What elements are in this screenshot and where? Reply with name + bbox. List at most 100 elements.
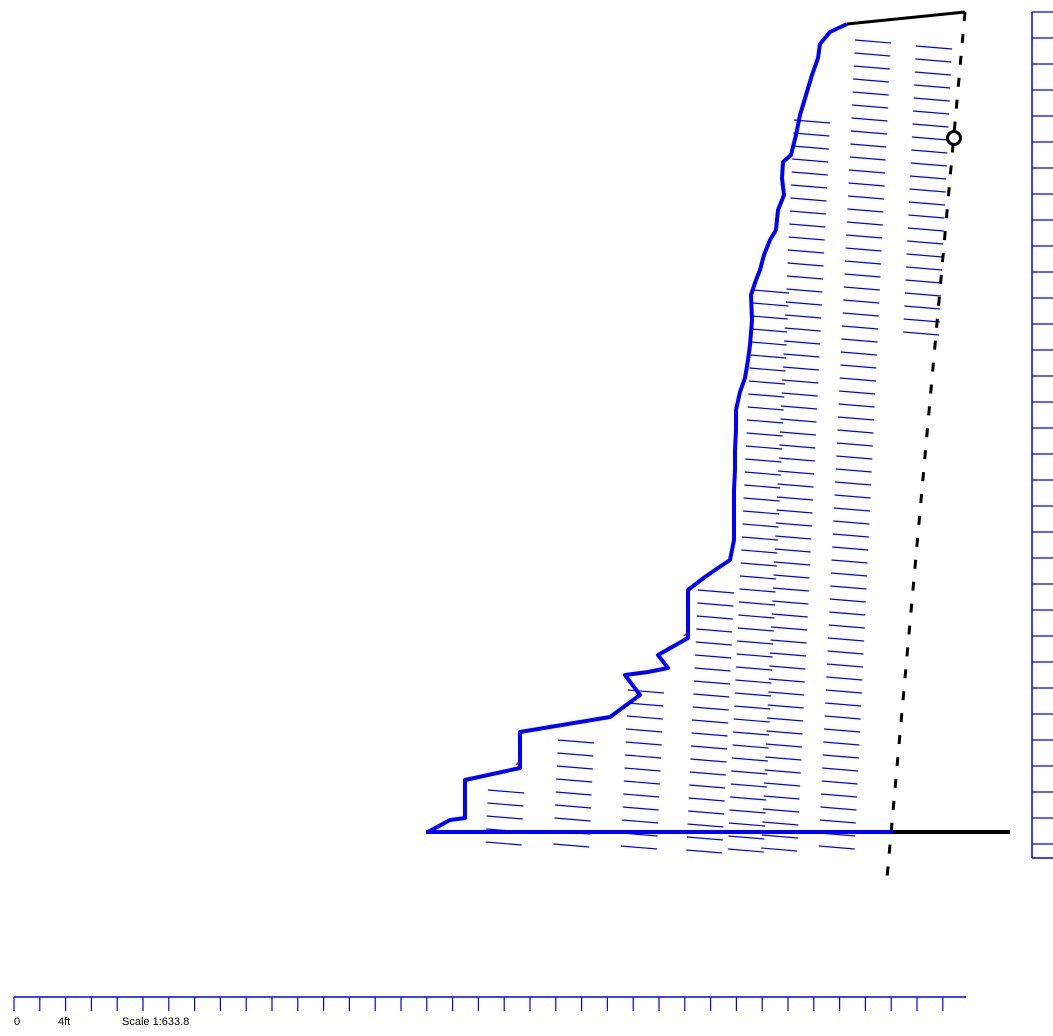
hatch-dash xyxy=(622,819,659,824)
hatch-dash xyxy=(692,706,729,711)
hatch-dash xyxy=(693,680,730,685)
hatch-dash xyxy=(624,767,661,772)
hatch-dash xyxy=(555,804,592,809)
hatch-dash xyxy=(730,783,767,788)
hatch-dash xyxy=(849,156,886,161)
hatch-dash xyxy=(829,598,866,603)
hatch-dash xyxy=(697,602,734,607)
hatch-dash xyxy=(821,780,858,785)
hatch-dash xyxy=(833,507,870,512)
hatch-dash xyxy=(772,600,809,605)
hatch-dash xyxy=(849,169,886,174)
hatch-dash xyxy=(915,58,952,63)
hatch-dash xyxy=(839,390,876,395)
hatch-dash xyxy=(835,481,872,486)
hatch-dash xyxy=(765,756,802,761)
hatch-dash xyxy=(787,262,824,267)
hatch-dash xyxy=(749,367,786,372)
hatch-dash xyxy=(764,769,801,774)
hatch-dash xyxy=(625,741,662,746)
hatch-dash xyxy=(847,195,885,200)
hatch-dash xyxy=(622,806,659,811)
hatch-dash xyxy=(748,393,785,398)
hatch-dash xyxy=(825,689,862,694)
hatch-dash xyxy=(772,587,809,592)
hatch-dash xyxy=(847,208,884,213)
hatch-dash xyxy=(821,793,858,798)
hatch-dash xyxy=(833,520,870,525)
hatch-dash xyxy=(690,758,727,763)
hatch-dash xyxy=(830,585,867,590)
hatch-dash xyxy=(905,279,942,284)
hatch-dash xyxy=(775,522,812,527)
hatch-dash xyxy=(854,52,891,57)
hatch-dash xyxy=(748,380,785,385)
hatch-dash xyxy=(910,175,947,180)
red-mark-1 xyxy=(683,632,688,637)
hatch-dash xyxy=(691,732,728,737)
hatch-dash xyxy=(627,689,665,694)
hatch-dash xyxy=(689,784,726,789)
hatch-dash xyxy=(736,653,773,658)
hatch-dash xyxy=(835,468,872,473)
hatch-dash xyxy=(841,338,878,343)
hatch-dash xyxy=(826,663,863,668)
hatch-dash xyxy=(734,705,771,710)
hatch-dash xyxy=(820,806,857,811)
hatch-dash xyxy=(742,523,779,528)
hatch-dash xyxy=(688,810,725,815)
hatch-dash xyxy=(786,275,824,280)
hatch-dash xyxy=(731,770,768,775)
hatch-dash xyxy=(770,639,807,644)
hatch-dash xyxy=(853,65,890,70)
hatch-dash xyxy=(768,691,805,696)
hatch-dash xyxy=(904,305,941,310)
hatch-dash xyxy=(740,562,777,567)
hatch-dash xyxy=(844,273,881,278)
hatch-dash xyxy=(910,162,947,167)
hatch-dash xyxy=(848,182,885,187)
hatch-dash xyxy=(690,745,728,750)
hatch-dash xyxy=(778,457,815,462)
hatch-dash xyxy=(846,234,883,239)
hatch-dash xyxy=(908,214,945,219)
hatch-dash xyxy=(784,340,821,345)
circle-marker-icon xyxy=(946,130,962,146)
horizontal-scale-ruler xyxy=(13,996,966,1011)
hatch-dash xyxy=(744,471,781,476)
hatch-dash xyxy=(697,589,735,594)
hatch-dash xyxy=(915,45,953,50)
hatch-dash xyxy=(746,432,783,437)
hatch-dash xyxy=(854,39,892,44)
hatch-dash xyxy=(780,418,817,423)
hatch-dash xyxy=(729,809,766,814)
hatch-dash xyxy=(747,406,784,411)
hatch-dash xyxy=(761,847,798,852)
hatch-dash xyxy=(727,848,764,853)
wall-profile-line xyxy=(427,22,848,834)
hatch-dash xyxy=(908,201,946,206)
hatch-dash xyxy=(557,752,594,757)
hatch-dash xyxy=(686,836,723,841)
hatch-dash xyxy=(850,130,887,135)
hatch-dash xyxy=(738,614,775,619)
hatch-dash xyxy=(784,327,821,332)
hatch-dash xyxy=(767,717,804,722)
hatch-dash xyxy=(486,815,523,820)
hatch-dash xyxy=(686,849,723,854)
hatch-dash xyxy=(785,301,822,306)
hatch-dash xyxy=(769,665,806,670)
hatch-dash xyxy=(728,835,765,840)
hatch-dash xyxy=(903,318,940,323)
hatch-dash xyxy=(774,548,811,553)
hatch-dash xyxy=(771,626,808,631)
hatch-dash xyxy=(695,654,732,659)
hatch-dash xyxy=(750,341,787,346)
hatch-dash xyxy=(765,743,802,748)
hatch-dash xyxy=(751,315,788,320)
hatch-dash xyxy=(914,71,951,76)
hatch-dash xyxy=(751,328,788,333)
hatch-dash xyxy=(791,171,828,176)
hatch-dash xyxy=(752,302,789,307)
hatch-dash xyxy=(764,782,801,787)
